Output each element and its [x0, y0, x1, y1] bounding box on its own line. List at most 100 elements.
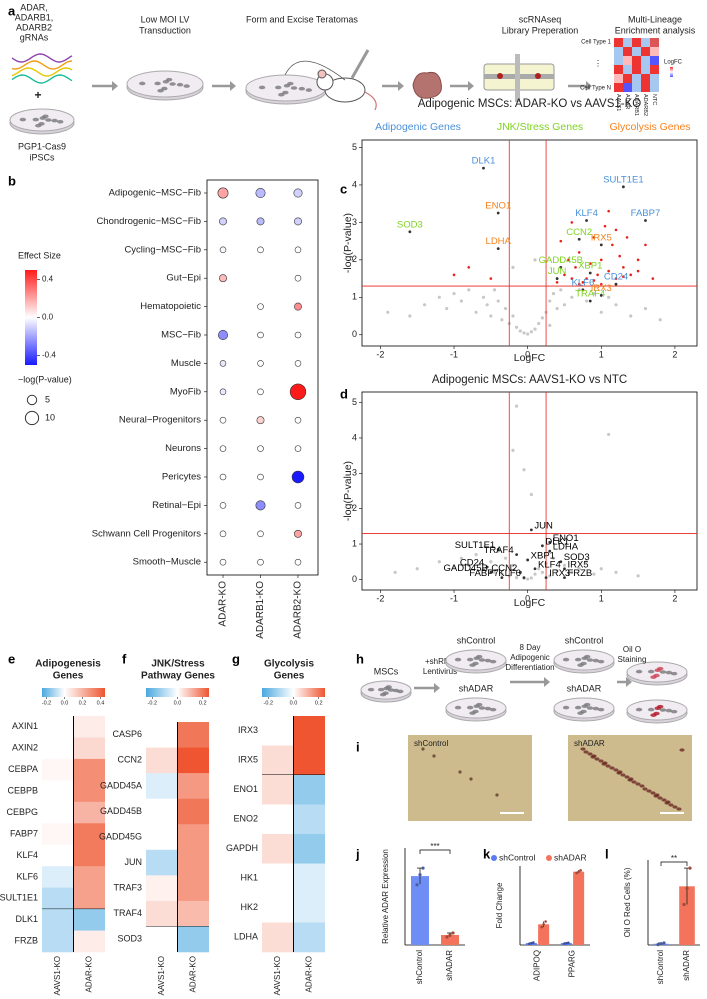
row-label: DLK1: [15, 914, 38, 924]
point: [459, 299, 463, 303]
point: [529, 330, 533, 334]
point: [555, 306, 559, 311]
size-key-label: 5: [45, 394, 50, 404]
cell: [484, 658, 492, 663]
chip-channel: [515, 54, 520, 102]
replicate-point: [662, 941, 666, 945]
row-label: GADD45A: [100, 780, 142, 790]
schematic-text: Transduction: [139, 25, 191, 35]
row-label: Retinal−Epi: [152, 500, 201, 511]
schematic-text: ADARB1,: [15, 12, 54, 22]
row-label: FABP7: [10, 828, 38, 838]
mini-heatmap-cell: [623, 56, 632, 65]
gene-label: JUN: [534, 520, 553, 531]
grna-squiggle: [11, 67, 73, 77]
cell: [275, 85, 282, 90]
y-axis-label: Oil O Red Cells (%): [623, 867, 632, 937]
heatmap-cell: [293, 775, 325, 805]
point: [596, 273, 599, 277]
significance-label: ***: [430, 842, 439, 851]
heatmap-cell: [293, 716, 325, 746]
point: [566, 258, 570, 262]
schematic-text: shADAR: [567, 683, 602, 693]
point: [485, 303, 489, 307]
row-label: MyoFib: [170, 386, 201, 397]
mini-heatmap-cell: [632, 74, 641, 83]
dot: [294, 246, 302, 254]
dot: [294, 502, 302, 509]
point: [562, 303, 567, 307]
y-tick-label: 1: [352, 538, 357, 548]
chart-title: JNK/Stress: [151, 659, 205, 670]
cell: [377, 687, 385, 692]
schematic-text: scRNAseq: [519, 14, 562, 24]
colorbar: [146, 688, 209, 697]
plot-frame: [361, 391, 698, 591]
tissue: [412, 72, 442, 99]
colorbar-tick-label: 0.4: [97, 700, 105, 706]
cell: [574, 705, 582, 710]
arrow-head: [468, 81, 474, 91]
mini-heatmap-cell: [650, 38, 659, 47]
replicate-point: [577, 870, 580, 873]
mini-heatmap-cell: [614, 56, 623, 65]
point: [585, 277, 588, 280]
heatmap-cell: [73, 801, 105, 824]
stained-cell: [650, 791, 656, 795]
stained-cell: [601, 762, 607, 766]
stained-cell: [642, 787, 648, 791]
point: [614, 570, 618, 574]
arrow-head: [230, 81, 236, 91]
row-label: IRX3: [238, 725, 258, 735]
cell: [584, 654, 591, 659]
dot: [291, 470, 305, 484]
heatmap-cell: [42, 930, 74, 953]
panel-label: f: [122, 651, 127, 666]
point: [452, 273, 456, 277]
mini-heatmap-cell: [632, 56, 641, 65]
y-tick-label: 4: [352, 179, 357, 189]
droplet: [497, 73, 503, 79]
y-tick-label: 5: [352, 142, 357, 152]
dot: [294, 217, 302, 226]
stained-cell: [609, 766, 615, 770]
stained-cell: [458, 770, 462, 774]
x-tick-label: 0: [525, 349, 530, 359]
schematic-text: Lentivirus: [423, 667, 457, 676]
mini-heatmap-cell: [650, 47, 659, 56]
point: [577, 567, 581, 571]
cell: [469, 663, 476, 667]
point: [533, 572, 537, 576]
panel-label: c: [340, 181, 347, 196]
gene-label: TRAF4: [484, 545, 514, 556]
point: [570, 277, 574, 280]
point: [492, 570, 497, 574]
chart-title: Pathway Genes: [141, 671, 215, 682]
arrow-head: [626, 677, 632, 687]
point: [599, 310, 603, 314]
dot: [293, 188, 303, 198]
stained-cell: [668, 803, 674, 807]
point: [577, 282, 581, 286]
stained-cell: [653, 794, 659, 798]
cell: [35, 123, 42, 128]
teratoma-link: [284, 60, 346, 81]
row-label: Smooth−Muscle: [133, 557, 201, 568]
heatmap-cell: [42, 844, 74, 867]
gene-point: [599, 243, 603, 247]
cell: [592, 658, 600, 663]
point: [584, 560, 589, 564]
point: [500, 572, 504, 576]
point: [511, 448, 515, 452]
mini-heatmap-cell: [641, 74, 650, 83]
point: [422, 303, 427, 307]
stained-cell: [635, 782, 641, 786]
plate: [126, 70, 204, 98]
dot: [294, 529, 302, 538]
cell: [665, 670, 673, 675]
point: [622, 266, 625, 269]
stained-cell: [646, 789, 652, 793]
mini-heatmap-cell: [614, 74, 623, 83]
group-label: Adipogenic Genes: [375, 121, 461, 133]
point: [570, 295, 574, 299]
